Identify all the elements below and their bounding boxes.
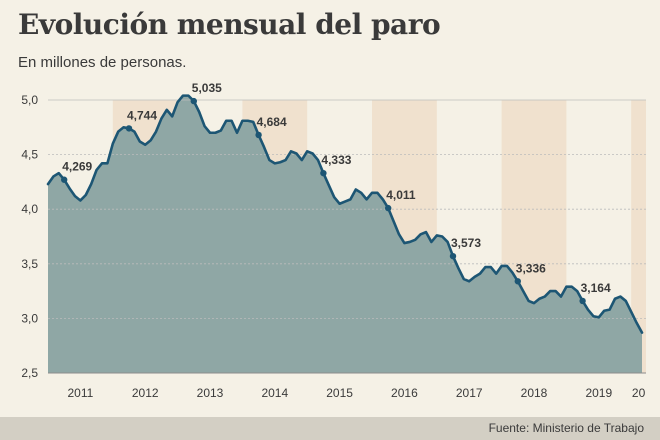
y-tick-label: 3,5 xyxy=(21,257,38,271)
data-point xyxy=(385,204,392,212)
x-tick-label: 2016 xyxy=(391,386,418,400)
grid-lines xyxy=(48,99,646,319)
data-point xyxy=(60,176,68,183)
chart-subtitle: En millones de personas. xyxy=(18,54,187,71)
year-band xyxy=(631,100,646,373)
x-tick-label: 2017 xyxy=(456,386,483,400)
x-tick-label: 2015 xyxy=(326,386,353,400)
unemployment-chart: 4,269 4,744 5,035 4,684 4,333 4,011 3,573 3,336… xyxy=(21,81,646,400)
y-tick-label: 2,5 xyxy=(21,366,38,380)
data-label: 5,035 xyxy=(192,81,222,95)
y-axis: 5,0 4,5 4,0 3,5 3,0 2,5 xyxy=(21,93,38,380)
data-point xyxy=(514,278,521,285)
data-label: 4,333 xyxy=(321,153,351,167)
x-tick-label: 2019 xyxy=(585,386,612,400)
data-label: 4,684 xyxy=(257,115,287,129)
x-tick-label: 20 xyxy=(632,386,646,400)
series-line-path xyxy=(46,94,644,334)
footer: Fuente: Ministerio de Trabajo xyxy=(0,417,660,440)
x-tick-label: 2013 xyxy=(197,386,224,400)
data-label: 3,573 xyxy=(451,236,481,250)
data-point xyxy=(190,97,197,105)
x-tick-label: 2012 xyxy=(132,386,159,400)
x-tick-label: 2011 xyxy=(67,386,93,400)
data-label: 4,744 xyxy=(127,108,157,122)
area-fill xyxy=(48,95,642,373)
x-axis: 2011 2012 2013 2014 2015 2016 2017 2018 2019 20 xyxy=(48,372,646,400)
series-line xyxy=(46,94,644,334)
chart-title: Evolución mensual del paro xyxy=(18,8,441,41)
data-label: 4,011 xyxy=(386,188,416,202)
data-label: 4,269 xyxy=(62,160,92,174)
data-point xyxy=(255,131,262,139)
data-label: 3,164 xyxy=(581,281,611,295)
y-tick-label: 4,5 xyxy=(21,148,38,162)
series-area xyxy=(48,95,642,373)
x-tick-label: 2014 xyxy=(261,386,288,400)
y-tick-label: 3,0 xyxy=(21,311,38,325)
y-tick-label: 4,0 xyxy=(21,202,38,216)
data-point xyxy=(579,297,586,305)
source-note: Fuente: Ministerio de Trabajo xyxy=(488,421,644,435)
annotation-points: 4,269 4,744 5,035 4,684 4,333 4,011 3,573 3,336… xyxy=(60,81,611,305)
y-tick-label: 5,0 xyxy=(21,93,38,107)
data-label: 3,336 xyxy=(516,261,546,275)
data-point xyxy=(449,252,457,260)
x-tick-label: 2018 xyxy=(521,386,548,400)
data-point xyxy=(320,169,327,177)
data-point xyxy=(125,125,133,132)
